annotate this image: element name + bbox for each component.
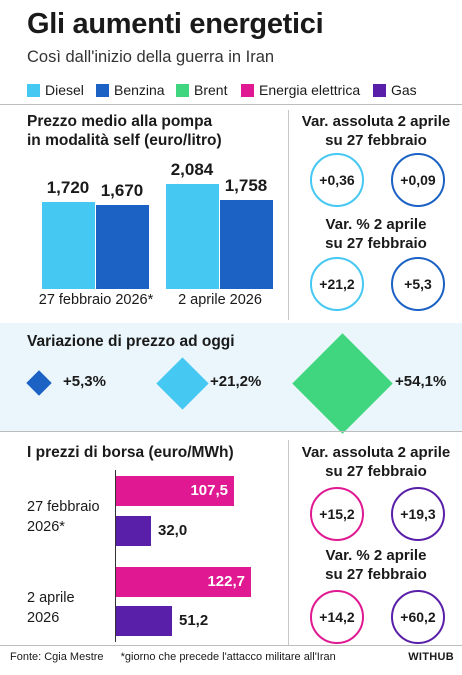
fuel-pct-benzina-value: +5,3 (404, 276, 432, 292)
variation-title: Variazione di prezzo ad oggi (27, 333, 235, 350)
fuel-category-label-1: 27 febbraio 2026* (38, 292, 154, 308)
exchange-bar-label-gas-1: 32,0 (158, 522, 188, 539)
exchange-row2-label-line1: 2 aprile (27, 590, 75, 606)
exchange-abs-title: Var. assoluta 2 aprile su 27 febbraio (290, 443, 462, 481)
legend-label-gas: Gas (391, 82, 417, 98)
exchange-chart-title: I prezzi di borsa (euro/MWh) (27, 444, 234, 461)
fuel-bar-benzina-1 (96, 205, 149, 289)
variation-label-2: +21,2% (210, 373, 262, 390)
exchange-bar-label-energia-1: 107,5 (190, 482, 228, 499)
fuel-abs-diesel-circle: +0,36 (310, 153, 364, 207)
footer: Fonte: Cgia Mestre *giorno che precede l… (10, 651, 455, 663)
exchange-bar-gas-2 (116, 606, 172, 636)
exchange-bar-energia-2 (116, 567, 251, 597)
fuel-bar-label-benzina-1: 1,670 (100, 181, 144, 200)
exchange-abs-title-line2: su 27 febbraio (325, 463, 427, 480)
exchange-abs-gas-value: +19,3 (400, 506, 436, 522)
legend-item-brent: Brent (176, 81, 227, 99)
exchange-abs-gas-circle: +19,3 (391, 487, 445, 541)
page-subtitle: Così dall'inizio della guerra in Iran (27, 48, 275, 66)
brand-logo: WITHUB (408, 651, 454, 663)
exchange-pct-energia-value: +14,2 (319, 609, 355, 625)
footer-note: *giorno che precede l'attacco militare a… (120, 651, 336, 663)
legend-swatch-brent (176, 83, 189, 97)
legend-label-diesel: Diesel (45, 82, 84, 98)
legend: Diesel Benzina Brent Energia elettrica G… (27, 81, 457, 99)
divider-top (0, 104, 462, 105)
fuel-chart-title: Prezzo medio alla pompa in modalità self… (27, 112, 222, 150)
legend-item-energia: Energia elettrica (241, 81, 360, 99)
exchange-bar-label-gas-2: 51,2 (179, 612, 209, 629)
fuel-bar-benzina-2 (220, 200, 273, 289)
legend-label-energia: Energia elettrica (259, 82, 361, 98)
fuel-pct-diesel-value: +21,2 (319, 276, 355, 292)
footer-source: Fonte: Cgia Mestre (10, 651, 104, 663)
exchange-pct-title: Var. % 2 aprile su 27 febbraio (290, 546, 462, 584)
exchange-pct-title-line2: su 27 febbraio (325, 566, 427, 583)
exchange-pct-gas-value: +60,2 (400, 609, 436, 625)
exchange-bar-gas-1 (116, 516, 151, 546)
exchange-bar-energia-1 (116, 476, 234, 506)
fuel-bar-diesel-1 (42, 202, 95, 289)
fuel-abs-diesel-value: +0,36 (319, 172, 355, 188)
fuel-abs-title-line2: su 27 febbraio (325, 132, 427, 149)
divider-band-bottom (0, 431, 462, 432)
fuel-pct-diesel-circle: +21,2 (310, 257, 364, 311)
exchange-abs-title-line1: Var. assoluta 2 aprile (301, 444, 451, 461)
exchange-abs-energia-circle: +15,2 (310, 487, 364, 541)
legend-swatch-diesel (27, 83, 40, 97)
fuel-bar-label-diesel-1: 1,720 (46, 178, 90, 197)
fuel-pct-title: Var. % 2 aprile su 27 febbraio (290, 215, 462, 253)
legend-item-benzina: Benzina (96, 81, 165, 99)
legend-item-diesel: Diesel (27, 81, 84, 99)
fuel-chart-title-line2: in modalità self (euro/litro) (27, 132, 222, 149)
fuel-bar-label-benzina-2: 1,758 (224, 176, 268, 195)
exchange-pct-energia-circle: +14,2 (310, 590, 364, 644)
fuel-abs-title: Var. assoluta 2 aprile su 27 febbraio (290, 112, 462, 150)
exchange-abs-energia-value: +15,2 (319, 506, 355, 522)
legend-item-gas: Gas (373, 81, 417, 99)
exchange-pct-gas-circle: +60,2 (391, 590, 445, 644)
fuel-category-label-2: 2 aprile 2026 (178, 292, 262, 308)
exchange-row1-label: 27 febbraio 2026* (27, 497, 100, 537)
legend-swatch-energia (241, 83, 254, 97)
legend-swatch-gas (373, 83, 386, 97)
legend-label-benzina: Benzina (114, 82, 165, 98)
fuel-chart-title-line1: Prezzo medio alla pompa (27, 113, 213, 130)
divider-footer (0, 645, 462, 646)
fuel-pct-title-line1: Var. % 2 aprile (325, 216, 427, 233)
fuel-abs-benzina-circle: +0,09 (391, 153, 445, 207)
divider-exchange-vertical (288, 440, 289, 645)
legend-swatch-benzina (96, 83, 109, 97)
divider-fuel-vertical (288, 110, 289, 320)
exchange-pct-title-line1: Var. % 2 aprile (325, 547, 427, 564)
exchange-bar-label-energia-2: 122,7 (207, 573, 245, 590)
exchange-axis (115, 470, 116, 642)
fuel-abs-title-line1: Var. assoluta 2 aprile (301, 113, 451, 130)
exchange-row2-label: 2 aprile 2026 (27, 588, 75, 628)
fuel-bar-label-diesel-2: 2,084 (170, 160, 214, 179)
fuel-abs-benzina-value: +0,09 (400, 172, 436, 188)
fuel-pct-title-line2: su 27 febbraio (325, 235, 427, 252)
page-title: Gli aumenti energetici (27, 8, 324, 40)
exchange-row2-label-line2: 2026 (27, 610, 60, 626)
exchange-row1-label-line2: 2026* (27, 519, 65, 535)
fuel-pct-benzina-circle: +5,3 (391, 257, 445, 311)
variation-label-1: +5,3% (63, 373, 106, 390)
fuel-bar-diesel-2 (166, 184, 219, 289)
variation-label-3: +54,1% (395, 373, 447, 390)
legend-label-brent: Brent (194, 82, 228, 98)
exchange-row1-label-line1: 27 febbraio (27, 499, 100, 515)
